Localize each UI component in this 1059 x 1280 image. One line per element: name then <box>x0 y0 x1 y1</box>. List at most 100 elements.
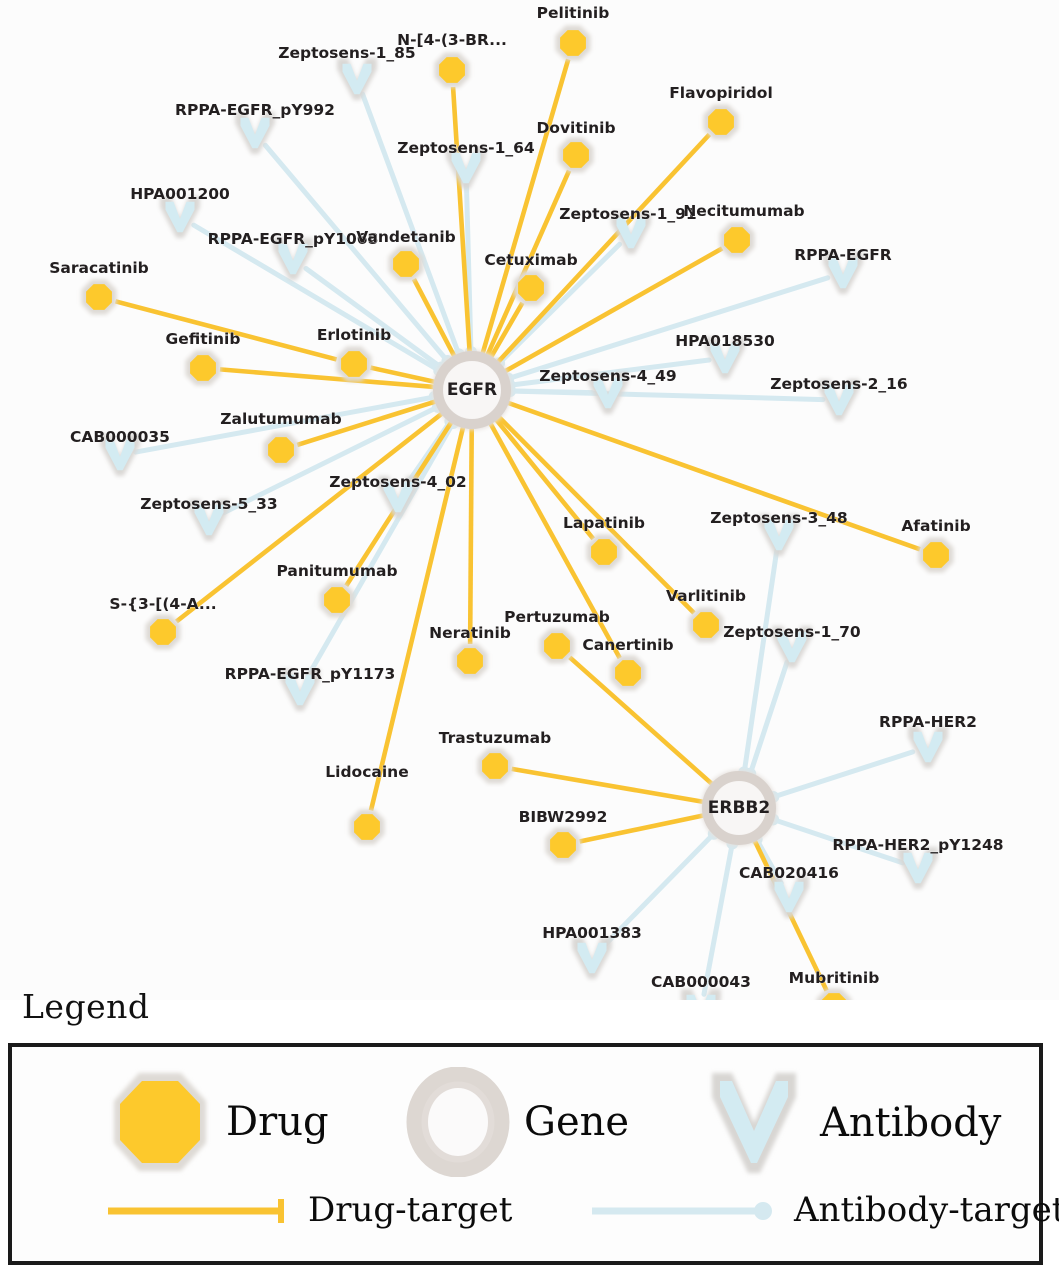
edge-drug-target[interactable] <box>480 58 571 355</box>
antibody-node[interactable] <box>823 252 863 294</box>
antibody-node[interactable] <box>908 726 948 768</box>
drug-node[interactable] <box>703 104 739 140</box>
antibody-chevron-icon <box>774 881 804 913</box>
drug-node[interactable] <box>388 246 424 282</box>
antibody-chevron-icon <box>686 994 716 1000</box>
edge-drug-target[interactable] <box>114 299 338 362</box>
edge-drug-target[interactable] <box>507 400 921 552</box>
edge-drug-target[interactable] <box>467 427 475 645</box>
drug-node[interactable] <box>688 607 724 643</box>
edge-drug-target[interactable] <box>496 132 712 364</box>
drug-node[interactable] <box>586 534 622 570</box>
edge-antibody-target[interactable] <box>496 241 623 366</box>
edge-drug-target[interactable] <box>368 426 466 812</box>
edge-antibody-target[interactable] <box>262 142 450 364</box>
drug-octagon-icon <box>482 753 508 779</box>
antibody-node[interactable] <box>898 847 938 889</box>
antibody-node[interactable] <box>160 196 200 238</box>
drug-node[interactable] <box>263 432 299 468</box>
drug-node[interactable] <box>513 270 549 306</box>
antibody-node[interactable] <box>235 112 275 154</box>
edge-drug-target[interactable] <box>488 422 622 660</box>
gene-node-egfr[interactable] <box>432 350 512 430</box>
drug-node[interactable] <box>918 537 954 573</box>
edge-drug-target[interactable] <box>370 365 436 385</box>
legend-item-antibody-target: Antibody-target <box>590 1193 1059 1227</box>
edge-drug-target[interactable] <box>579 813 705 844</box>
antibody-node[interactable] <box>681 989 721 1000</box>
edge-drug-target[interactable] <box>511 766 704 805</box>
drug-node[interactable] <box>452 643 488 679</box>
antibody-node-label: HPA001200 <box>130 185 230 203</box>
drug-octagon-icon <box>324 587 350 613</box>
edge-drug-target[interactable] <box>296 399 437 448</box>
drug-node[interactable] <box>816 988 852 1000</box>
antibody-node[interactable] <box>100 434 140 476</box>
edge-antibody-target[interactable] <box>747 659 790 777</box>
drug-node[interactable] <box>434 52 470 88</box>
drug-node[interactable] <box>539 628 575 664</box>
antibody-node[interactable] <box>759 514 799 556</box>
edge-antibody-target[interactable] <box>305 420 456 679</box>
network-graph[interactable]: EGFR ERBB2 Zeptosens-1_85 RPPA-EGFR_pY992 HP… <box>0 0 1059 1000</box>
edge-antibody-target[interactable] <box>770 816 906 866</box>
antibody-node[interactable] <box>189 499 229 541</box>
edge-drug-target[interactable] <box>489 301 525 359</box>
antibody-node[interactable] <box>572 937 612 979</box>
edge-antibody-target[interactable] <box>507 388 826 403</box>
drug-node-label: S-{3-[(4-A... <box>109 595 216 613</box>
drug-node[interactable] <box>558 137 594 173</box>
edge-antibody-target[interactable] <box>360 91 462 357</box>
antibody-node[interactable] <box>819 379 859 421</box>
edge-drug-target[interactable] <box>503 246 724 374</box>
edge-antibody-target[interactable] <box>220 404 441 516</box>
edge-drug-target[interactable] <box>494 418 596 541</box>
drug-node[interactable] <box>349 809 385 845</box>
gene-node-erbb2[interactable] <box>701 770 777 846</box>
drug-node[interactable] <box>185 350 221 386</box>
antibody-node[interactable] <box>378 476 418 518</box>
antibody-node-label: RPPA-HER2_pY1248 <box>832 836 1003 854</box>
edge-antibody-target[interactable] <box>770 749 916 800</box>
antibody-node[interactable] <box>705 337 745 379</box>
antibody-node[interactable] <box>280 669 320 711</box>
edge-antibody-target[interactable] <box>754 836 784 886</box>
antibody-node[interactable] <box>611 212 651 254</box>
edge-antibody-target[interactable] <box>463 181 474 355</box>
drug-node[interactable] <box>145 614 181 650</box>
edge-drug-target[interactable] <box>219 367 435 390</box>
antibody-node[interactable] <box>337 58 377 100</box>
drug-node-label: Necitumumab <box>683 202 804 220</box>
edge-antibody-target[interactable] <box>600 831 717 950</box>
drug-node[interactable] <box>555 25 591 61</box>
drug-node[interactable] <box>319 582 355 618</box>
drug-node[interactable] <box>477 748 513 784</box>
drug-node-label: Gefitinib <box>166 330 241 348</box>
edge-drug-target[interactable] <box>497 415 696 615</box>
drug-node[interactable] <box>610 655 646 691</box>
antibody-node[interactable] <box>273 238 313 280</box>
antibody-node-label: Zeptosens-4_02 <box>329 473 466 491</box>
edge-drug-target[interactable] <box>450 86 472 353</box>
edge-drug-target[interactable] <box>411 277 457 358</box>
edge-drug-target[interactable] <box>485 169 572 357</box>
drug-node[interactable] <box>545 827 581 863</box>
edge-antibody-target[interactable] <box>303 265 444 371</box>
antibody-node[interactable] <box>772 626 812 668</box>
antibody-node[interactable] <box>769 876 809 918</box>
edge-antibody-target[interactable] <box>701 840 735 997</box>
antibody-node[interactable] <box>446 147 486 189</box>
edge-drug-target[interactable] <box>174 411 444 624</box>
antibody-node[interactable] <box>588 372 628 414</box>
drug-node[interactable] <box>336 346 372 382</box>
drug-octagon-icon <box>544 633 570 659</box>
edge-antibody-target[interactable] <box>507 357 712 388</box>
drug-node-label: Dovitinib <box>536 119 615 137</box>
edge-antibody-target[interactable] <box>191 222 442 374</box>
edge-antibody-target[interactable] <box>505 275 831 382</box>
drug-node[interactable] <box>719 222 755 258</box>
edge-antibody-target[interactable] <box>741 548 780 775</box>
edge-antibody-target[interactable] <box>133 394 438 455</box>
edge-drug-target[interactable] <box>568 655 714 786</box>
drug-node[interactable] <box>81 279 117 315</box>
